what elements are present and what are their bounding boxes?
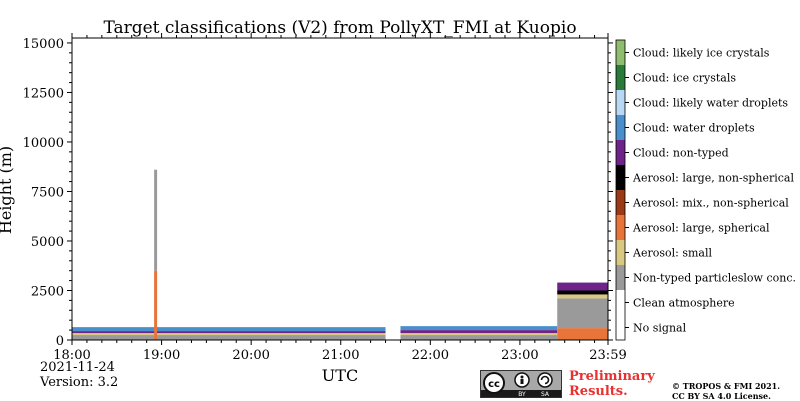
x-tick-label-1: 19:00 [143, 348, 180, 363]
legend-swatch-10 [616, 290, 625, 315]
class-cell-3-2 [557, 294, 608, 299]
legend-label-0: Cloud: likely ice crystals [633, 47, 770, 60]
class-cell-2-3 [400, 326, 558, 331]
legend-label-9: Non-typed particleslow conc. [633, 272, 796, 285]
y-tick-label-2: 5000 [31, 235, 64, 250]
y-axis-label: Height (m) [0, 146, 15, 234]
x-axis-label: UTC [322, 366, 358, 385]
x-tick-label-5: 23:00 [501, 348, 538, 363]
legend-label-7: Aerosol: large, spherical [632, 222, 770, 235]
legend-label-5: Aerosol: large, non-spherical [632, 172, 794, 185]
class-cell-3-4 [557, 282, 608, 291]
plot-area [72, 38, 608, 340]
legend-label-11: No signal [633, 322, 687, 335]
cc-badge-sa-text: SA [541, 391, 550, 397]
class-cell-0-0 [72, 335, 386, 340]
class-cell-0-3 [72, 327, 386, 332]
y-tick-label-5: 12500 [23, 86, 64, 101]
cc-badge-by-text: BY [518, 391, 526, 397]
cc-badge-cc-text: cc [488, 379, 500, 390]
preliminary-note: Preliminary Results. [569, 369, 655, 399]
legend-label-6: Aerosol: mix., non-spherical [632, 197, 789, 210]
chart-title: Target classifications (V2) from PollyXT… [103, 18, 576, 38]
class-cell-2-2 [400, 330, 558, 334]
y-tick-label-1: 2500 [31, 284, 64, 299]
legend-swatch-3 [616, 115, 625, 140]
x-tick-label-4: 22:00 [412, 348, 449, 363]
preliminary-line-2: Results. [569, 384, 628, 399]
legend-swatch-2 [616, 90, 625, 115]
share-alike-icon [537, 372, 553, 388]
version-label: Version: 3.2 [40, 375, 119, 390]
class-cell-3-3 [557, 290, 608, 295]
legend-swatch-8 [616, 240, 625, 265]
copyright-line-1: © TROPOS & FMI 2021. [672, 381, 781, 391]
legend-swatch-5 [616, 165, 625, 190]
x-tick-label-6: 23:59 [589, 348, 626, 363]
y-tick-label-6: 15000 [23, 37, 64, 52]
preliminary-line-1: Preliminary [569, 369, 655, 384]
run-date: 2021-11-24 [40, 360, 115, 375]
legend-swatch-0 [616, 40, 625, 65]
y-tick-label-4: 10000 [23, 136, 64, 151]
class-cell-0-1 [72, 333, 386, 336]
run-metadata: 2021-11-24 Version: 3.2 [40, 360, 118, 390]
class-cell-2-0 [400, 335, 558, 340]
class-cell-2-1 [400, 333, 558, 336]
y-tick-label-0: 0 [56, 334, 64, 349]
legend-label-8: Aerosol: small [632, 247, 712, 260]
legend-swatch-11 [616, 315, 625, 340]
cc-badge-graphic: cc BY SA [481, 371, 561, 398]
copyright-note: © TROPOS & FMI 2021. CC BY SA 4.0 Licens… [672, 381, 780, 401]
x-tick-label-3: 21:00 [322, 348, 359, 363]
class-cell-3-1 [557, 298, 608, 329]
class-cell-1-1 [154, 169, 158, 271]
legend-swatch-7 [616, 215, 625, 240]
class-cell-3-0 [557, 328, 608, 340]
legend-frame [615, 39, 626, 341]
x-tick-label-0: 18:00 [53, 348, 90, 363]
legend-swatch-4 [616, 140, 625, 165]
legend-label-3: Cloud: water droplets [633, 122, 755, 135]
legend-swatch-6 [616, 190, 625, 215]
legend-label-4: Cloud: non-typed [633, 147, 729, 160]
legend-swatch-1 [616, 65, 625, 90]
y-tick-label-3: 7500 [31, 185, 64, 200]
class-cell-1-0 [154, 270, 158, 340]
legend-label-10: Clean atmosphere [633, 297, 735, 310]
legend-label-1: Cloud: ice crystals [633, 72, 736, 85]
plot-frame [71, 37, 609, 341]
cc-license-badge: cc BY SA [480, 370, 562, 398]
legend-label-2: Cloud: likely water droplets [633, 97, 788, 110]
legend-swatch-9 [616, 265, 625, 290]
copyright-line-2: CC BY SA 4.0 License. [672, 391, 771, 401]
class-cell-0-2 [72, 331, 386, 334]
x-tick-label-2: 20:00 [232, 348, 269, 363]
